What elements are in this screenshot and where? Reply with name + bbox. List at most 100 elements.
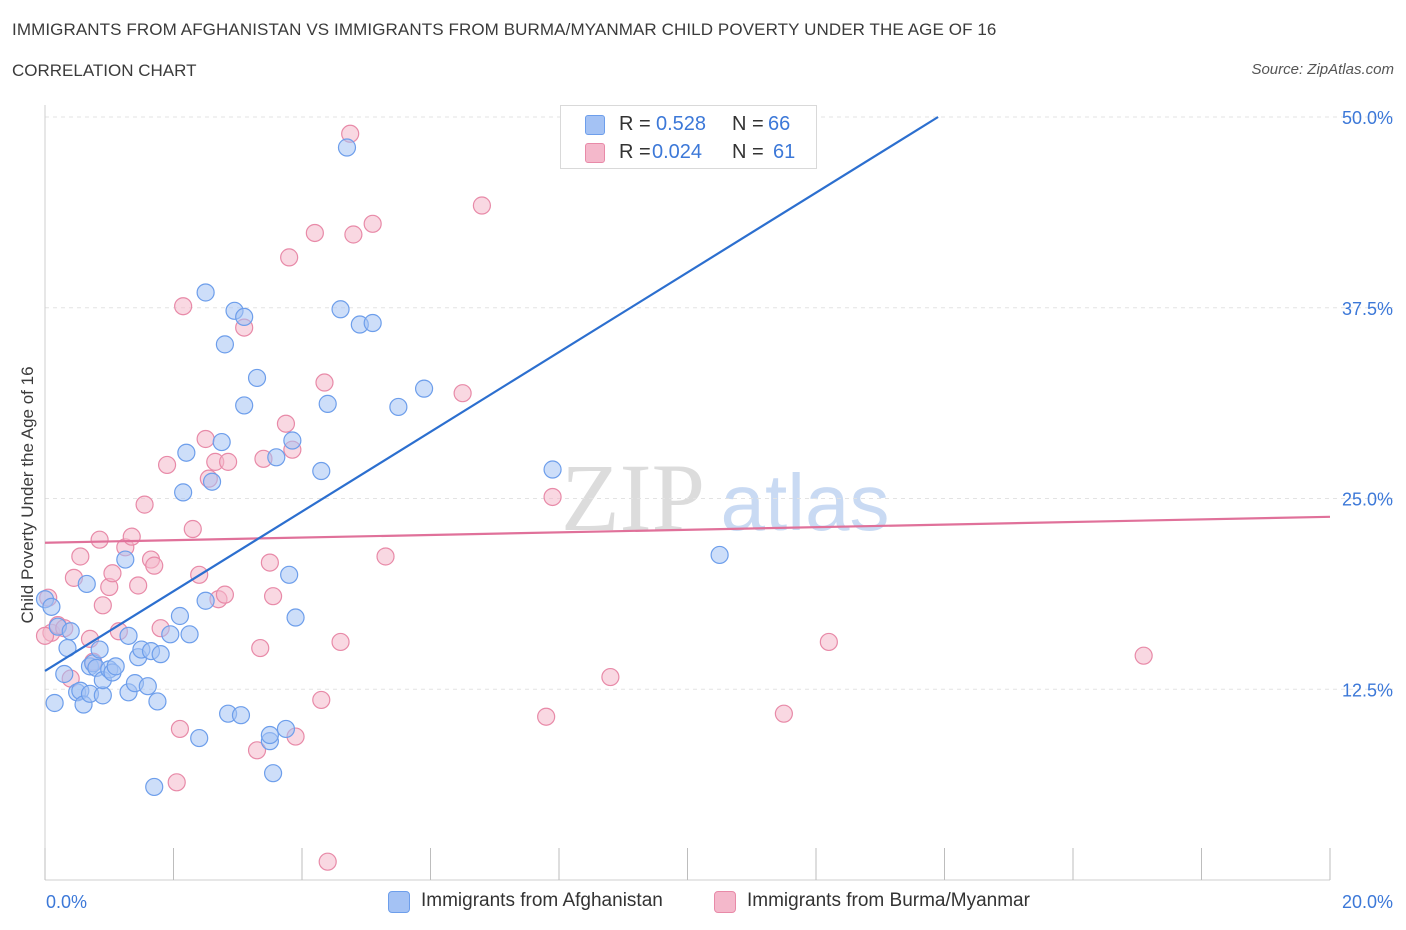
y-tick-label: 12.5%	[1342, 680, 1393, 700]
correlation-legend: R = 0.528 N = 66 R = 0.024 N = 61	[560, 105, 817, 169]
afghanistan-point	[77, 574, 96, 594]
legend-n-label: N =	[732, 141, 764, 163]
burma-point	[215, 585, 234, 604]
legend-n-label: N =	[732, 113, 764, 135]
afghanistan-point	[174, 483, 193, 502]
afghanistan-point	[106, 657, 125, 676]
burma-point	[472, 196, 491, 215]
legend-n-value: 66	[768, 113, 791, 135]
tick-labels: 12.5% 25.0% 37.5% 50.0% 0.0% 20.0%	[46, 108, 1393, 912]
afghanistan-point	[138, 677, 157, 696]
burma-point	[305, 223, 324, 243]
afghanistan-point	[161, 625, 180, 644]
afghanistan-point	[363, 313, 382, 333]
watermark-zip: ZIP	[561, 444, 705, 551]
afghanistan-point	[177, 443, 196, 462]
burma-point	[35, 626, 55, 645]
burma-point	[135, 495, 154, 514]
afghanistan-point	[260, 725, 279, 745]
bottom-legend-label-afghanistan: Immigrants from Afghanistan	[421, 890, 663, 911]
burma-point	[122, 527, 141, 546]
burma-point	[453, 384, 472, 403]
legend-n-value: 61	[773, 141, 796, 163]
afghanistan-point	[543, 460, 562, 479]
burma-point	[537, 707, 556, 726]
afghanistan-point	[196, 591, 215, 610]
burma-point	[103, 564, 122, 583]
burma-point	[318, 852, 337, 871]
burma-point	[157, 455, 177, 475]
trend-lines	[44, 116, 1331, 672]
afghanistan-point	[710, 545, 729, 565]
x-tick-label: 20.0%	[1342, 892, 1393, 912]
afghanistan-trend-line	[44, 116, 939, 672]
burma-point	[145, 556, 164, 575]
burma-point	[263, 587, 283, 606]
afghanistan-point	[170, 606, 190, 626]
afghanistan-point	[247, 368, 267, 388]
y-tick-label: 37.5%	[1342, 299, 1393, 319]
afghanistan-point	[331, 300, 350, 319]
afghanistan-point	[267, 448, 286, 467]
burma-point	[376, 547, 395, 566]
afghanistan-point	[145, 777, 164, 797]
legend-r-value: 0.024	[652, 141, 703, 163]
source-label: Source: ZipAtlas.com	[1251, 61, 1394, 78]
afghanistan-point	[286, 608, 305, 627]
afghanistan-point	[235, 396, 254, 415]
burma-point	[1134, 646, 1153, 665]
legend-r-value: 0.528	[656, 113, 707, 135]
burma-point	[71, 547, 90, 566]
burma-point	[93, 596, 112, 615]
afghanistan-point	[337, 138, 357, 157]
afghanistan-point	[280, 565, 299, 584]
afghanistan-point	[42, 597, 61, 616]
burma-point	[363, 214, 382, 233]
afghanistan-point	[263, 764, 283, 783]
afghanistan-point	[215, 335, 234, 354]
afghanistan-point	[318, 394, 337, 413]
bottom-legend-swatch-afghanistan	[388, 891, 410, 913]
burma-point	[260, 553, 279, 572]
afghanistan-point	[148, 692, 167, 711]
afghanistan-point	[283, 431, 302, 450]
afghanistan-point	[180, 625, 199, 644]
afghanistan-point	[212, 432, 231, 452]
burma-point	[315, 373, 334, 392]
burma-point	[819, 632, 838, 652]
burma-point	[251, 638, 270, 658]
burma-point	[774, 704, 793, 723]
afghanistan-point	[196, 283, 215, 302]
afghanistan-point	[116, 550, 135, 569]
chart-subtitle: CORRELATION CHART	[12, 61, 197, 80]
burma-point	[129, 576, 148, 595]
afghanistan-point	[151, 645, 170, 664]
x-tick-label: 0.0%	[46, 892, 87, 912]
afghanistan-point	[190, 728, 209, 748]
afghanistan-point	[235, 307, 254, 327]
afghanistan-point	[90, 640, 109, 659]
burma-point	[331, 632, 350, 652]
afghanistan-point	[389, 397, 408, 417]
burma-point	[543, 487, 562, 507]
burma-point	[90, 530, 109, 549]
legend-r-label: R =	[619, 141, 651, 163]
chart-title: IMMIGRANTS FROM AFGHANISTAN VS IMMIGRANT…	[12, 20, 997, 39]
afghanistan-point	[93, 686, 112, 705]
burma-point	[183, 519, 202, 539]
burma-point	[601, 667, 620, 687]
afghanistan-point	[312, 461, 331, 481]
burma-point	[167, 773, 186, 792]
afghanistan-points	[35, 138, 729, 797]
legend-swatch-afghanistan	[585, 115, 605, 135]
bottom-legend-label-burma: Immigrants from Burma/Myanmar	[747, 890, 1030, 911]
afghanistan-point	[55, 664, 74, 684]
axes	[44, 105, 1331, 881]
burma-point	[344, 225, 363, 244]
y-tick-label: 50.0%	[1342, 108, 1393, 128]
legend-r-label: R =	[619, 113, 651, 135]
y-tick-label: 25.0%	[1342, 490, 1393, 510]
legend-swatch-burma	[585, 143, 605, 163]
afghanistan-point	[202, 472, 222, 491]
